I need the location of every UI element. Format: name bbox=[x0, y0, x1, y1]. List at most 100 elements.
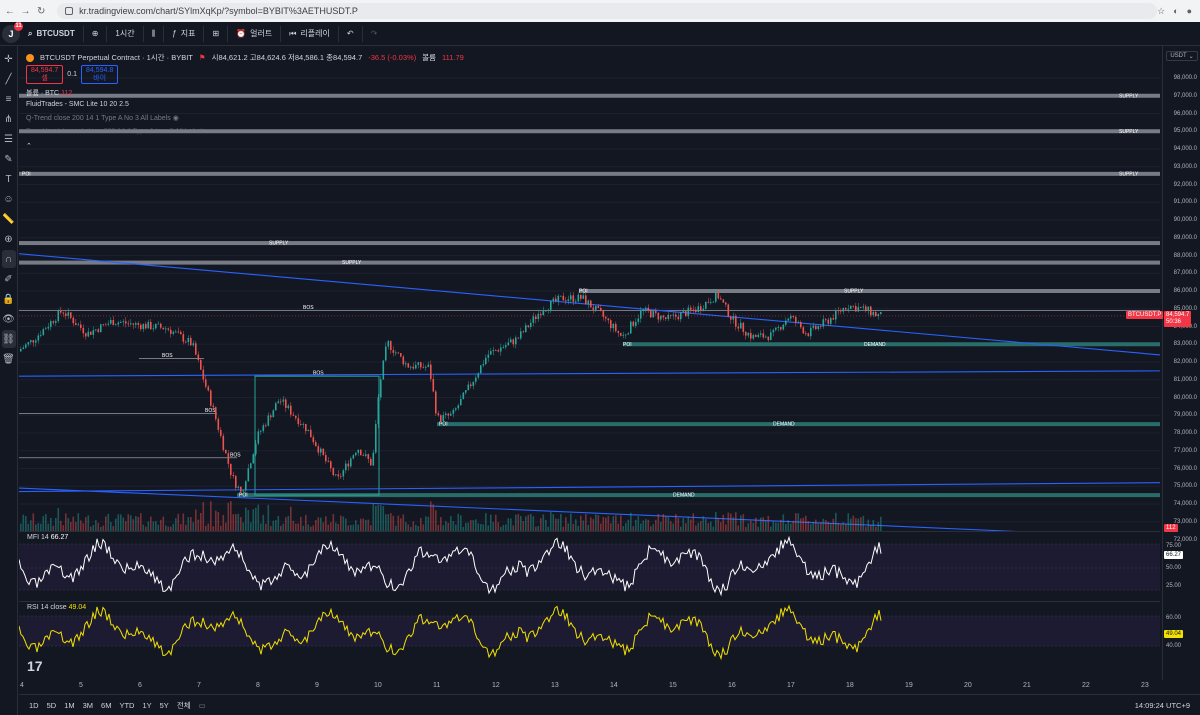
volume-bar bbox=[40, 523, 42, 531]
chart-type-button[interactable]: ⫼ bbox=[144, 25, 165, 42]
profile-icon[interactable]: ● bbox=[1186, 5, 1193, 16]
buy-button[interactable]: 84,594.8 바이 bbox=[80, 65, 119, 85]
eye-icon[interactable]: 👁 bbox=[2, 313, 15, 325]
volume-bar bbox=[762, 517, 765, 531]
fluidtrades-indicator-label[interactable]: FluidTrades - SMC Lite 10 20 2.5 bbox=[26, 101, 129, 108]
symbol-title[interactable]: BTCUSDT Perpetual Contract · 1시간 · BYBIT bbox=[40, 53, 193, 62]
stay-drawing-icon[interactable]: ✐ bbox=[4, 273, 13, 285]
range-1d[interactable]: 1D bbox=[29, 700, 39, 710]
candle-body bbox=[67, 312, 70, 316]
forward-icon[interactable]: → bbox=[20, 5, 31, 17]
volume-bar bbox=[212, 526, 215, 531]
link-icon[interactable]: ⛓ bbox=[1, 330, 16, 348]
candle-body bbox=[205, 379, 207, 387]
candle-body bbox=[835, 310, 837, 320]
candle-body bbox=[277, 401, 280, 404]
horizontal-lines-icon[interactable]: ≡ bbox=[5, 93, 12, 105]
candle-body bbox=[270, 415, 272, 418]
collapse-legend-icon[interactable]: ⌃ bbox=[26, 143, 32, 150]
volume-bar bbox=[440, 517, 442, 531]
volume-bar bbox=[37, 523, 40, 531]
volume-bar bbox=[790, 523, 792, 531]
volume-bar bbox=[817, 523, 820, 531]
price-axis[interactable]: USDT ⌄ 98,000.0 97,000.0 96,000.0 95,000.0 9… bbox=[1162, 46, 1200, 680]
time-axis[interactable]: 4 5 6 7 8 9 10 11 12 13 14 15 16 17 18 19 20 21 22 23 bbox=[19, 680, 1160, 694]
text-icon[interactable]: T bbox=[5, 173, 12, 185]
candle-body bbox=[237, 486, 240, 488]
range-all[interactable]: 전체 bbox=[176, 700, 191, 710]
reload-icon[interactable]: ↻ bbox=[37, 5, 46, 17]
volume-bar bbox=[492, 522, 495, 531]
candle-body bbox=[257, 431, 260, 444]
brush-icon[interactable]: ✎ bbox=[4, 153, 13, 165]
volume-bar bbox=[420, 518, 422, 531]
candle-body bbox=[297, 418, 300, 425]
ruler-icon[interactable]: 📏 bbox=[2, 213, 15, 225]
flag-icon[interactable]: ⚑ bbox=[198, 53, 206, 62]
range-6m[interactable]: 6M bbox=[101, 700, 112, 710]
redo-button[interactable]: ↷ bbox=[363, 26, 386, 42]
back-icon[interactable]: ← bbox=[4, 5, 15, 17]
extension-icon[interactable]: ◐ bbox=[1173, 5, 1179, 16]
bookmark-star-icon[interactable]: ☆ bbox=[1157, 5, 1166, 16]
range-3m[interactable]: 3M bbox=[82, 700, 94, 710]
qtrend-indicator-label[interactable]: Q-Trend close 200 14 1 Type A No 3 All L… bbox=[26, 115, 179, 122]
fib-icon[interactable]: ☰ bbox=[4, 133, 13, 145]
symbol-search-button[interactable]: ⌕ BTCUSDT bbox=[20, 25, 84, 42]
clock[interactable]: 14:09:24 UTC+9 bbox=[1134, 700, 1190, 710]
candle-body bbox=[65, 313, 67, 316]
volume-bar bbox=[80, 520, 82, 531]
range-5y[interactable]: 5Y bbox=[159, 700, 169, 710]
volume-bar bbox=[577, 525, 580, 531]
currency-selector[interactable]: USDT ⌄ bbox=[1166, 51, 1198, 61]
lock-icon[interactable]: 🔒 bbox=[2, 293, 15, 305]
volume-bar bbox=[242, 522, 245, 531]
replay-button[interactable]: ⏮ 리플레이 bbox=[281, 25, 339, 42]
price-chart[interactable]: SUPPLY SUPPLY SUPPLY POI SUPPLY SUPPLY SUPPLY P… bbox=[19, 46, 1160, 531]
trash-icon[interactable]: 🗑 bbox=[2, 353, 15, 365]
candle-body bbox=[662, 315, 665, 318]
undo-button[interactable]: ↶ bbox=[339, 25, 363, 42]
compare-button[interactable]: ⊕ bbox=[84, 25, 108, 42]
zoom-icon[interactable]: ⊕ bbox=[4, 233, 13, 245]
last-price-value-tag[interactable]: 84,594.7 50:36 bbox=[1164, 310, 1192, 327]
volume-indicator-label[interactable]: 볼륨 · BTC 112 bbox=[26, 90, 73, 97]
range-1m[interactable]: 1M bbox=[64, 700, 75, 710]
candle-body bbox=[137, 323, 140, 325]
interval-button[interactable]: 1시간 bbox=[107, 25, 144, 42]
address-bar[interactable]: kr.tradingview.com/chart/SYlmXqKp/?symbo… bbox=[57, 3, 1158, 19]
volume-bar bbox=[670, 521, 672, 531]
range-ytd[interactable]: YTD bbox=[119, 700, 135, 710]
volume-bar bbox=[542, 514, 545, 531]
site-info-icon[interactable] bbox=[65, 7, 74, 15]
volume-bar bbox=[110, 521, 112, 531]
goto-date-icon[interactable]: ▭ bbox=[198, 700, 206, 710]
emoji-icon[interactable]: ☺ bbox=[3, 193, 14, 205]
teal-box bbox=[254, 375, 380, 496]
candle-body bbox=[605, 316, 607, 319]
range-5d[interactable]: 5D bbox=[46, 700, 57, 710]
tradingview-logo-icon[interactable]: 17 bbox=[27, 658, 43, 674]
layouts-button[interactable]: ⊞ bbox=[204, 25, 229, 42]
magnet-icon[interactable]: ∩ bbox=[1, 250, 16, 268]
candle-body bbox=[112, 319, 115, 326]
sell-button[interactable]: 84,594.7 셀 bbox=[26, 65, 64, 85]
range-1y[interactable]: 1Y bbox=[142, 700, 152, 710]
user-avatar[interactable]: J 11 bbox=[2, 21, 23, 43]
crosshair-icon[interactable]: ✛ bbox=[4, 53, 13, 65]
eye-icon[interactable]: ◉ bbox=[172, 115, 179, 122]
candle-body bbox=[440, 415, 442, 422]
indicators-button[interactable]: ƒ 지표 bbox=[164, 25, 205, 42]
last-price-tag[interactable]: BTCUSDT.P bbox=[1126, 310, 1164, 319]
rsi-pane[interactable]: RSI 14 close 49.04 17 bbox=[19, 601, 1160, 680]
volume-bar bbox=[822, 518, 825, 531]
candle-body bbox=[622, 334, 625, 336]
trendline-icon[interactable]: ╱ bbox=[5, 73, 12, 85]
trendline-indicator-label[interactable]: Trend line/channel close 200 14 4 Type A… bbox=[26, 128, 206, 135]
alert-button[interactable]: ⏰ 얼러트 bbox=[228, 25, 282, 42]
candle-body bbox=[150, 321, 152, 330]
pitchfork-icon[interactable]: ⋔ bbox=[4, 113, 13, 125]
mfi-pane[interactable]: MFI 14 66.27 bbox=[19, 531, 1160, 601]
demand-zone-label: DEMAND bbox=[773, 422, 795, 428]
volume-bar bbox=[237, 513, 240, 531]
